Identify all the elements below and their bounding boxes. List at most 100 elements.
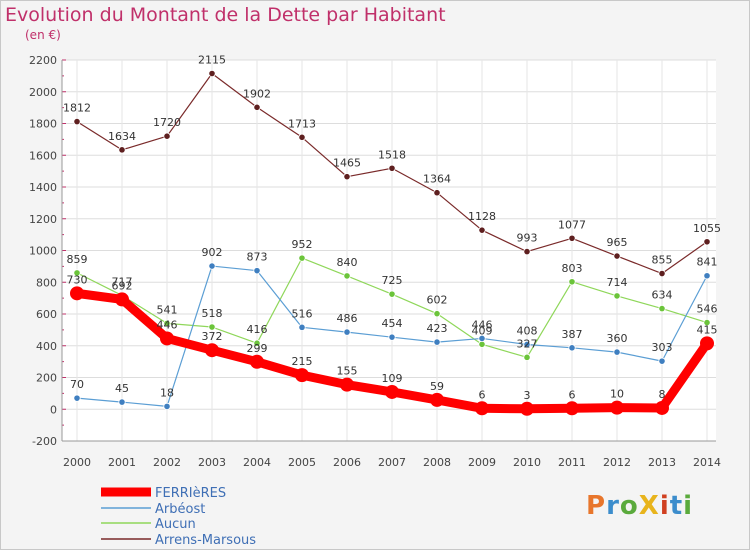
data-point <box>613 348 621 356</box>
data-point <box>253 103 261 111</box>
data-label: 45 <box>115 382 129 395</box>
data-label: 1713 <box>288 117 316 130</box>
data-point <box>703 238 711 246</box>
y-tick-label: -200 <box>32 435 57 448</box>
data-label: 303 <box>652 341 673 354</box>
data-point <box>208 69 216 78</box>
legend-label: Arbéost <box>155 502 205 517</box>
data-label: 415 <box>697 323 718 336</box>
data-point <box>298 323 306 331</box>
data-point <box>118 146 126 154</box>
x-tick-label: 2008 <box>423 456 451 469</box>
data-point <box>658 357 666 365</box>
x-tick-label: 2009 <box>468 456 496 469</box>
x-tick-label: 2013 <box>648 456 676 469</box>
y-tick-label: 1000 <box>29 245 57 258</box>
data-point <box>115 292 129 307</box>
data-label: 952 <box>292 238 313 251</box>
data-label: 516 <box>292 307 313 320</box>
data-point <box>430 392 444 407</box>
data-label: 546 <box>697 303 718 316</box>
data-label: 634 <box>652 289 673 302</box>
data-point <box>73 117 81 126</box>
data-label: 408 <box>517 324 538 337</box>
data-label: 1518 <box>378 148 406 161</box>
y-tick-label: 1400 <box>29 181 57 194</box>
data-point <box>388 164 396 172</box>
data-point <box>478 334 486 343</box>
y-tick-label: 1200 <box>29 213 57 226</box>
data-label: 372 <box>202 330 223 343</box>
data-label: 725 <box>382 274 403 287</box>
data-label: 215 <box>292 355 313 368</box>
y-tick-label: 1800 <box>29 118 57 131</box>
data-point <box>700 336 714 351</box>
data-label: 70 <box>70 378 84 391</box>
data-label: 6 <box>479 388 486 401</box>
y-tick-label: 800 <box>36 276 57 289</box>
data-point <box>208 262 216 270</box>
data-point <box>703 272 711 280</box>
data-point <box>163 132 171 140</box>
data-point <box>388 333 396 341</box>
data-point <box>523 248 531 256</box>
data-point <box>613 252 621 260</box>
data-point <box>568 278 576 286</box>
x-tick-label: 2001 <box>108 456 136 469</box>
data-point <box>478 226 486 234</box>
data-label: 1128 <box>468 210 496 223</box>
data-label: 1634 <box>108 130 136 143</box>
data-point <box>388 290 396 298</box>
y-tick-label: 1600 <box>29 149 57 162</box>
data-point <box>205 343 219 358</box>
data-label: 841 <box>697 256 718 269</box>
logo-letter: r <box>606 491 620 521</box>
x-tick-label: 2011 <box>558 456 586 469</box>
data-point <box>208 323 216 331</box>
data-label: 387 <box>562 328 583 341</box>
logo-letter: i <box>659 491 670 521</box>
x-tick-label: 2002 <box>153 456 181 469</box>
y-tick-label: 2000 <box>29 86 57 99</box>
y-tick-label: 200 <box>36 372 57 385</box>
data-label: 1720 <box>153 116 181 129</box>
data-point <box>253 267 261 275</box>
data-label: 873 <box>247 251 268 264</box>
data-point <box>523 340 531 349</box>
data-label: 360 <box>607 332 628 345</box>
data-point <box>73 269 81 277</box>
data-label: 859 <box>67 253 88 266</box>
data-label: 109 <box>382 372 403 385</box>
logo-letter: i <box>683 491 694 521</box>
data-point <box>565 401 579 416</box>
data-label: 486 <box>337 312 358 325</box>
data-point <box>655 400 669 415</box>
data-point <box>433 189 441 197</box>
x-tick-label: 2012 <box>603 456 631 469</box>
x-tick-label: 2007 <box>378 456 406 469</box>
data-point <box>343 328 351 336</box>
x-tick-label: 2005 <box>288 456 316 469</box>
data-label: 446 <box>472 318 493 331</box>
data-label: 840 <box>337 256 358 269</box>
data-label: 1465 <box>333 157 361 170</box>
data-label: 416 <box>247 323 268 336</box>
data-label: 299 <box>247 342 268 355</box>
data-point <box>343 272 351 280</box>
x-tick-label: 2000 <box>63 456 91 469</box>
data-point <box>568 234 576 242</box>
data-label: 855 <box>652 254 673 267</box>
data-point <box>568 344 576 352</box>
data-point <box>703 318 711 327</box>
data-point <box>160 331 174 346</box>
data-label: 423 <box>427 322 448 335</box>
data-label: 993 <box>517 232 538 245</box>
proxiti-logo: ProXiti <box>586 491 693 521</box>
data-point <box>475 401 489 416</box>
data-point <box>433 310 441 318</box>
legend-label: FERRIèRES <box>155 486 226 501</box>
data-label: 18 <box>160 386 174 399</box>
data-label: 155 <box>337 365 358 378</box>
